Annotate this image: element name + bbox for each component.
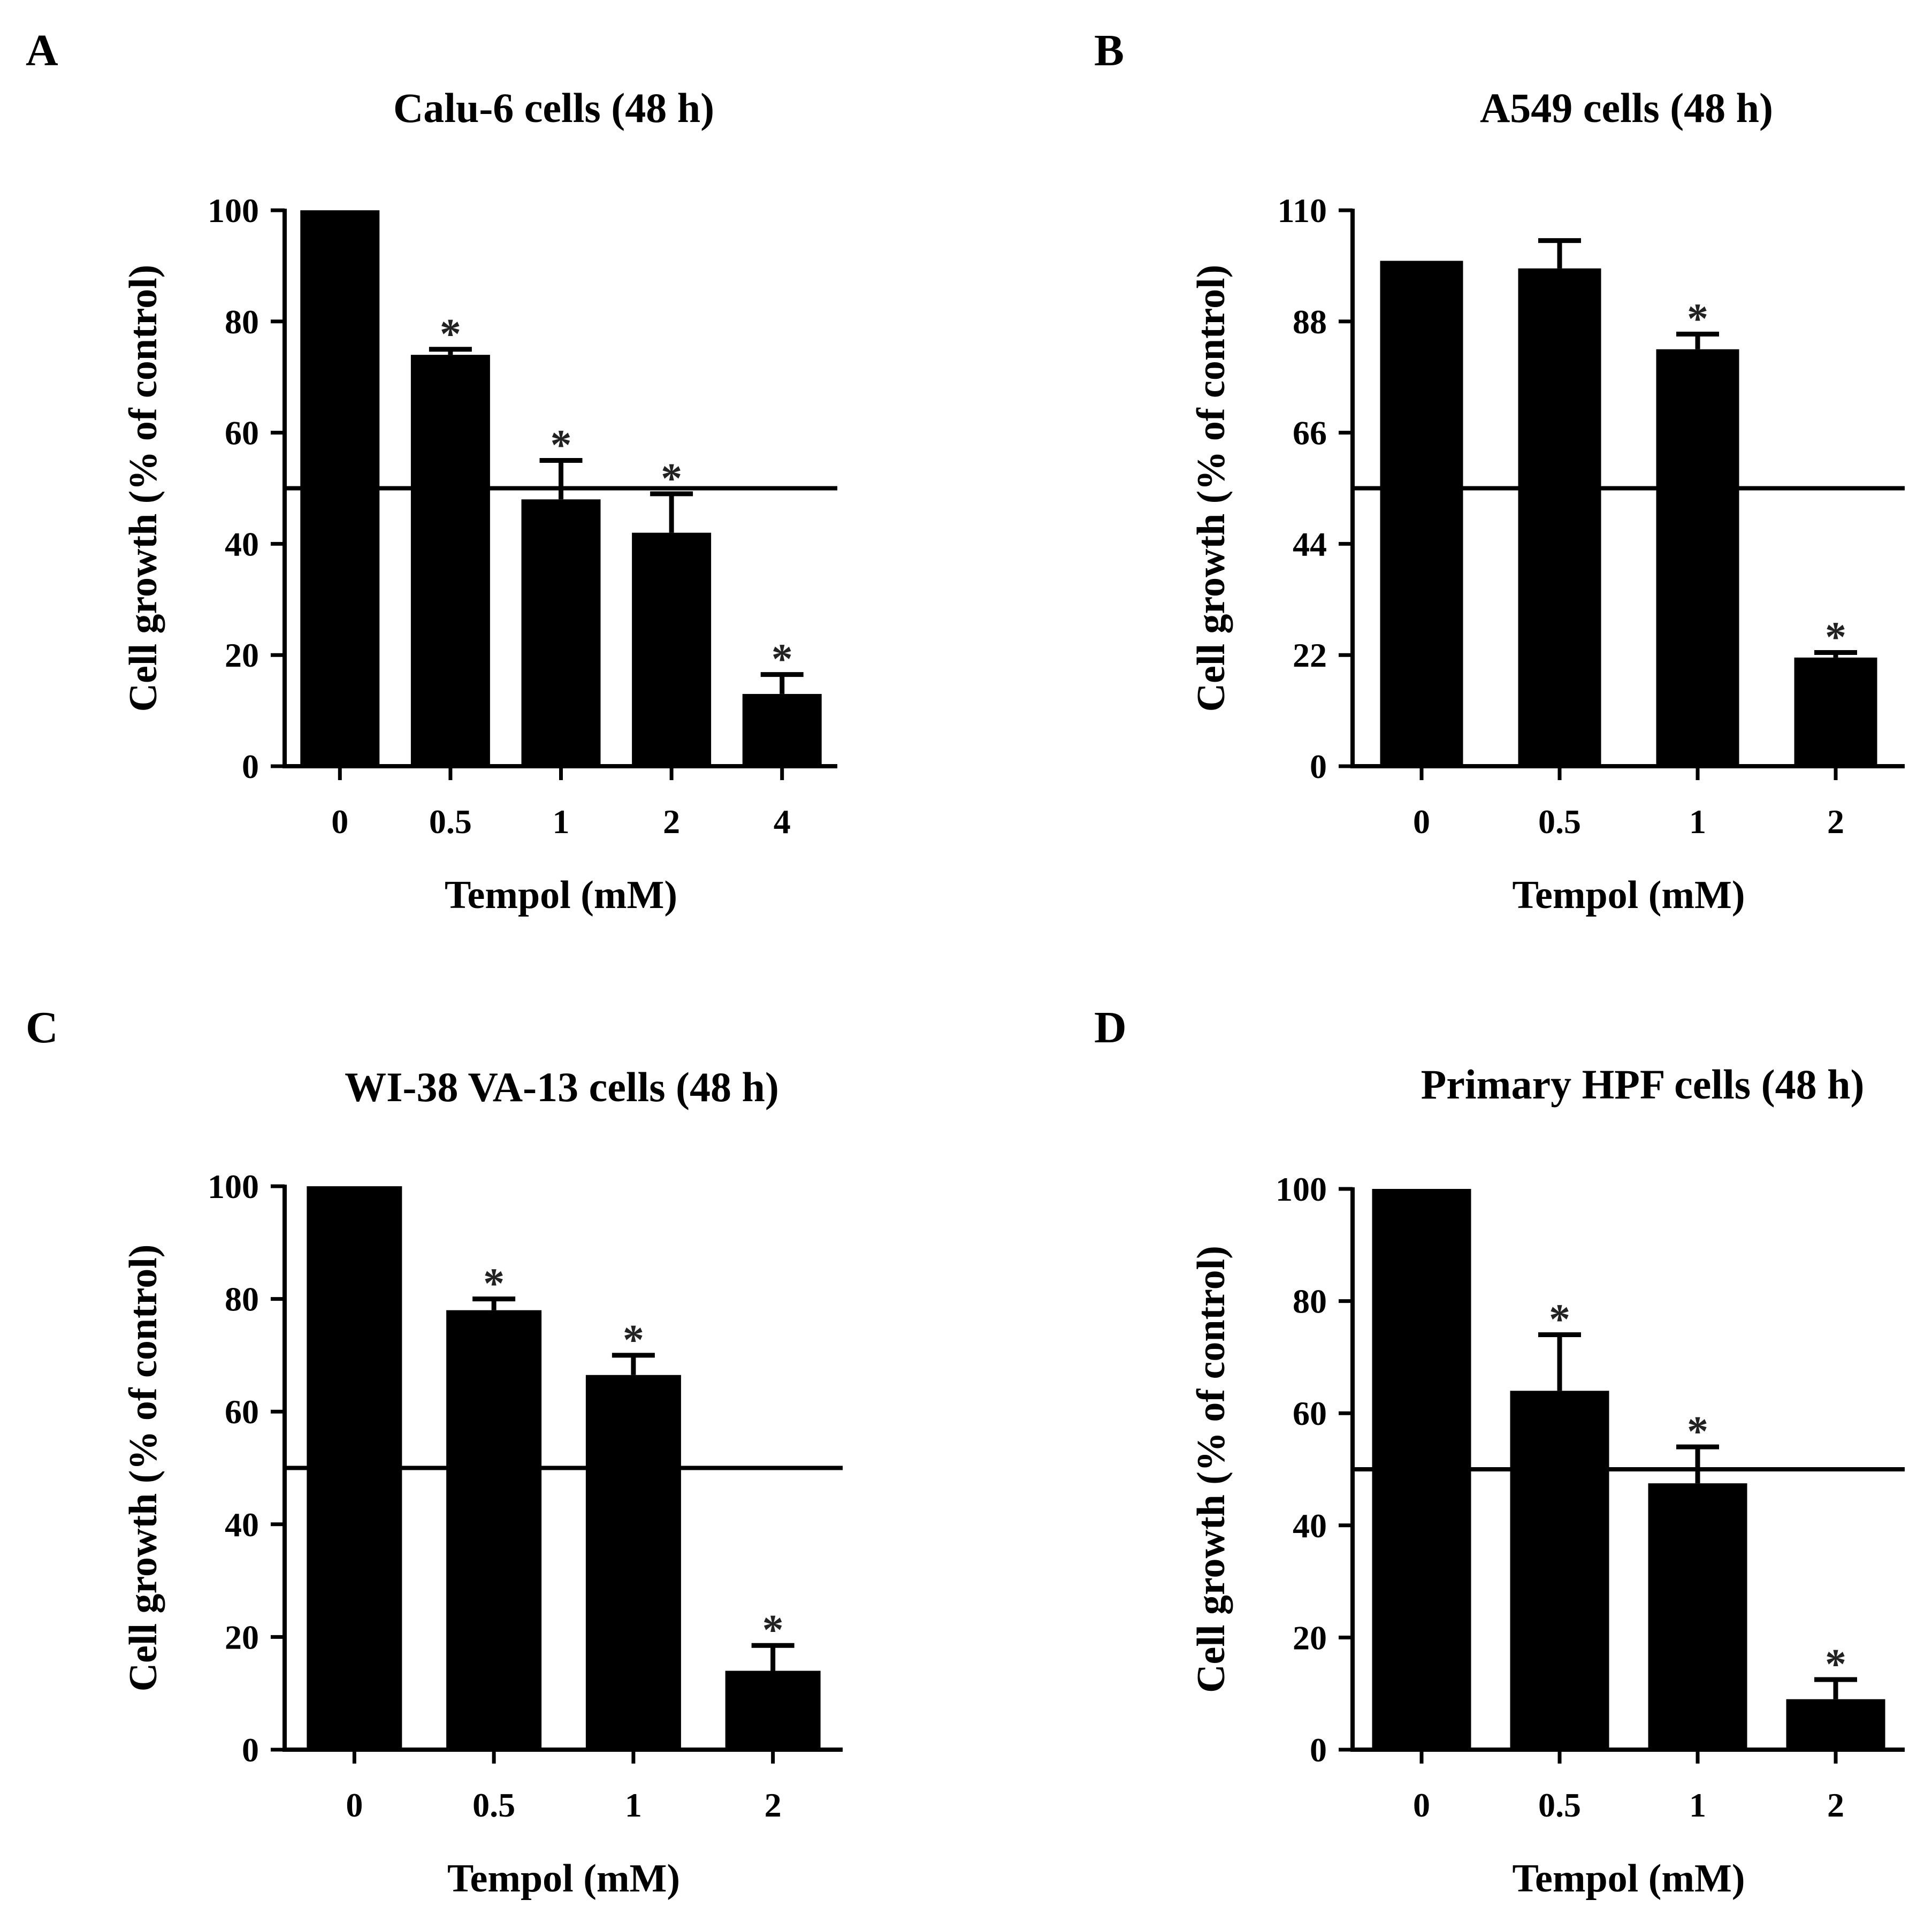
y-tick-label: 100 bbox=[208, 192, 259, 230]
chart-title: A549 cells (48 h) bbox=[1480, 85, 1773, 131]
y-tick-label: 60 bbox=[1293, 1394, 1327, 1432]
y-tick-label: 60 bbox=[225, 414, 259, 452]
panel-letter: D bbox=[1094, 1003, 1127, 1052]
x-tick-label: 1 bbox=[625, 1786, 642, 1824]
x-axis-label: Tempol (mM) bbox=[447, 1857, 680, 1901]
x-tick-label: 0 bbox=[331, 803, 348, 841]
x-axis-label: Tempol (mM) bbox=[1512, 1857, 1745, 1901]
x-axis-label: Tempol (mM) bbox=[445, 873, 677, 917]
y-tick-label: 60 bbox=[225, 1393, 259, 1431]
bar bbox=[1510, 1391, 1609, 1750]
panel-letter: A bbox=[26, 26, 58, 75]
bar bbox=[1786, 1699, 1885, 1750]
significance-marker: * bbox=[551, 422, 572, 469]
x-tick-label: 0 bbox=[1413, 1786, 1430, 1824]
x-axis-label: Tempol (mM) bbox=[1512, 873, 1745, 917]
significance-marker: * bbox=[623, 1317, 644, 1364]
y-tick-label: 110 bbox=[1278, 192, 1327, 230]
y-axis-label: Cell growth (% of control) bbox=[121, 1245, 165, 1692]
significance-marker: * bbox=[1687, 1408, 1708, 1455]
y-tick-label: 20 bbox=[225, 1618, 259, 1656]
x-tick-label: 2 bbox=[765, 1786, 782, 1824]
chart-title: WI-38 VA-13 cells (48 h) bbox=[345, 1064, 779, 1110]
bar bbox=[1380, 261, 1463, 766]
bar bbox=[1794, 657, 1877, 766]
significance-marker: * bbox=[1825, 614, 1846, 661]
significance-marker: * bbox=[772, 636, 793, 683]
bar bbox=[725, 1670, 821, 1750]
bar bbox=[585, 1375, 681, 1750]
panel-letter: B bbox=[1094, 26, 1124, 75]
y-tick-label: 44 bbox=[1293, 525, 1327, 563]
significance-marker: * bbox=[1825, 1641, 1846, 1688]
bar bbox=[1518, 268, 1601, 766]
y-tick-label: 100 bbox=[208, 1168, 259, 1206]
bar bbox=[632, 532, 712, 766]
x-tick-label: 2 bbox=[663, 803, 680, 841]
x-tick-label: 4 bbox=[774, 803, 791, 841]
y-axis-label: Cell growth (% of control) bbox=[1189, 1246, 1233, 1693]
bar bbox=[742, 693, 822, 766]
y-tick-label: 80 bbox=[225, 1280, 259, 1318]
x-tick-label: 0.5 bbox=[1538, 803, 1581, 841]
x-tick-label: 0.5 bbox=[1538, 1786, 1581, 1824]
y-tick-label: 40 bbox=[225, 1506, 259, 1544]
panel-letter: C bbox=[26, 1003, 58, 1052]
y-tick-label: 80 bbox=[225, 303, 259, 341]
y-tick-label: 0 bbox=[1310, 747, 1327, 785]
significance-marker: * bbox=[1687, 295, 1708, 342]
y-tick-label: 40 bbox=[1293, 1507, 1327, 1545]
bar bbox=[521, 499, 601, 766]
y-tick-label: 0 bbox=[242, 1731, 259, 1769]
y-tick-label: 20 bbox=[225, 636, 259, 674]
x-tick-label: 0 bbox=[1413, 803, 1430, 841]
bar bbox=[410, 355, 490, 766]
y-tick-label: 40 bbox=[225, 525, 259, 563]
y-tick-label: 100 bbox=[1276, 1170, 1327, 1208]
x-tick-label: 1 bbox=[553, 803, 570, 841]
y-tick-label: 20 bbox=[1293, 1619, 1327, 1657]
x-tick-label: 2 bbox=[1827, 803, 1844, 841]
y-axis-label: Cell growth (% of control) bbox=[1189, 265, 1233, 712]
y-tick-label: 66 bbox=[1293, 414, 1327, 452]
panel-c: CWI-38 VA-13 cells (48 h)***020406080100… bbox=[26, 1003, 843, 1901]
x-tick-label: 0.5 bbox=[429, 803, 472, 841]
panel-b: B A549 cells (48 h) * * 0 22 44 66 88 110 0 0.5 1 2 Te… bbox=[1094, 26, 1905, 917]
significance-marker: * bbox=[483, 1261, 505, 1308]
chart-title: Calu-6 cells (48 h) bbox=[393, 85, 714, 131]
significance-marker: * bbox=[661, 455, 682, 502]
x-tick-label: 0 bbox=[346, 1786, 363, 1824]
y-tick-label: 22 bbox=[1293, 636, 1327, 674]
y-tick-label: 80 bbox=[1293, 1283, 1327, 1321]
bar bbox=[1648, 1483, 1747, 1750]
x-tick-label: 1 bbox=[1689, 1786, 1706, 1824]
y-tick-label: 88 bbox=[1293, 303, 1327, 341]
x-tick-label: 1 bbox=[1689, 803, 1706, 841]
significance-marker: * bbox=[440, 311, 461, 358]
chart-title: Primary HPF cells (48 h) bbox=[1421, 1061, 1865, 1108]
x-tick-label: 0.5 bbox=[472, 1786, 515, 1824]
y-axis-label: Cell growth (% of control) bbox=[121, 265, 165, 712]
significance-marker: * bbox=[762, 1607, 784, 1654]
bar bbox=[1656, 349, 1739, 766]
y-tick-label: 0 bbox=[1310, 1731, 1327, 1769]
x-tick-label: 2 bbox=[1827, 1786, 1844, 1824]
significance-marker: * bbox=[1549, 1296, 1570, 1343]
panel-a: A Calu-6 cells (48 h) * * * * 0 20 40 60 80 100 0 0.5… bbox=[26, 26, 837, 917]
bar bbox=[446, 1310, 542, 1750]
y-tick-label: 0 bbox=[242, 747, 259, 785]
